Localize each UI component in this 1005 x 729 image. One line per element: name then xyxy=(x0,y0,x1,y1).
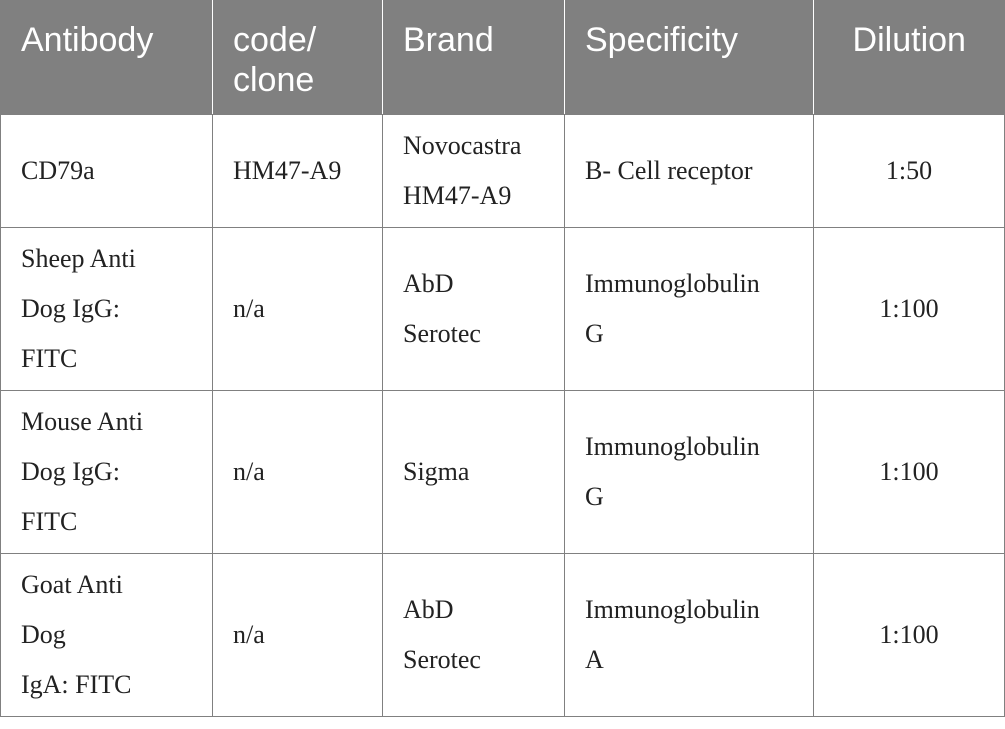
cell-line: Sheep Anti xyxy=(21,243,136,273)
cell-line: Immunoglobulin xyxy=(585,594,760,624)
cell-code: HM47-A9 xyxy=(212,113,383,228)
cell-line: Novocastra xyxy=(403,130,522,160)
cell-line: FITC xyxy=(21,343,78,373)
cell-line: Serotec xyxy=(403,644,481,674)
cell-line: FITC xyxy=(21,506,78,536)
cell-line: Goat Anti xyxy=(21,569,123,599)
header-brand: Brand xyxy=(382,0,565,115)
header-antibody: Antibody xyxy=(0,0,213,115)
cell-line: AbD xyxy=(403,268,454,298)
cell-code: n/a xyxy=(212,552,383,717)
cell-line: G xyxy=(585,481,604,511)
cell-line: Serotec xyxy=(403,318,481,348)
header-specificity-line: Specificity xyxy=(585,21,739,59)
cell-line: Mouse Anti xyxy=(21,406,144,436)
cell-line: Dog IgG: xyxy=(21,293,120,323)
cell-line: AbD xyxy=(403,594,454,624)
table-row: Mouse Anti Dog IgG: FITC n/a Sigma Immun… xyxy=(0,389,1005,554)
cell-antibody: Sheep Anti Dog IgG: FITC xyxy=(0,226,213,391)
cell-brand: Novocastra HM47-A9 xyxy=(382,113,565,228)
cell-dilution: 1:50 xyxy=(813,113,1005,228)
header-specificity: Specificity xyxy=(564,0,814,115)
cell-antibody: Goat Anti Dog IgA: FITC xyxy=(0,552,213,717)
header-dilution: Dilution xyxy=(813,0,1005,115)
table-row: Sheep Anti Dog IgG: FITC n/a AbD Serotec… xyxy=(0,226,1005,391)
cell-brand: AbD Serotec xyxy=(382,552,565,717)
cell-line: CD79a xyxy=(21,155,95,185)
cell-specificity: Immunoglobulin G xyxy=(564,226,814,391)
table-row: Goat Anti Dog IgA: FITC n/a AbD Serotec … xyxy=(0,552,1005,717)
cell-dilution: 1:100 xyxy=(813,226,1005,391)
header-code-clone: code/ clone xyxy=(212,0,383,115)
cell-line: HM47-A9 xyxy=(403,180,512,210)
cell-line: G xyxy=(585,318,604,348)
cell-line: Sigma xyxy=(403,456,470,486)
header-code-line: clone xyxy=(233,61,315,99)
cell-brand: Sigma xyxy=(382,389,565,554)
cell-line: n/a xyxy=(233,456,265,486)
cell-line: Dog IgG: xyxy=(21,456,120,486)
cell-dilution: 1:100 xyxy=(813,389,1005,554)
cell-code: n/a xyxy=(212,226,383,391)
cell-antibody: CD79a xyxy=(0,113,213,228)
cell-brand: AbD Serotec xyxy=(382,226,565,391)
header-code-line: code/ xyxy=(233,21,317,59)
cell-specificity: Immunoglobulin A xyxy=(564,552,814,717)
cell-line: IgA: FITC xyxy=(21,669,132,699)
cell-line: A xyxy=(585,644,604,674)
cell-line: n/a xyxy=(233,293,265,323)
cell-specificity: B- Cell receptor xyxy=(564,113,814,228)
cell-dilution: 1:100 xyxy=(813,552,1005,717)
header-row: Antibody code/ clone Brand Specificity D… xyxy=(0,0,1005,115)
header-antibody-line: Antibody xyxy=(21,21,154,59)
cell-code: n/a xyxy=(212,389,383,554)
cell-antibody: Mouse Anti Dog IgG: FITC xyxy=(0,389,213,554)
cell-line: Dog xyxy=(21,619,66,649)
cell-line: HM47-A9 xyxy=(233,155,342,185)
cell-line: Immunoglobulin xyxy=(585,431,760,461)
header-dilution-line: Dilution xyxy=(852,21,966,59)
table-row: CD79a HM47-A9 Novocastra HM47-A9 B- Cell… xyxy=(0,113,1005,228)
cell-specificity: Immunoglobulin G xyxy=(564,389,814,554)
cell-line: B- Cell receptor xyxy=(585,155,753,185)
header-brand-line: Brand xyxy=(403,21,494,59)
cell-line: n/a xyxy=(233,619,265,649)
cell-line: Immunoglobulin xyxy=(585,268,760,298)
